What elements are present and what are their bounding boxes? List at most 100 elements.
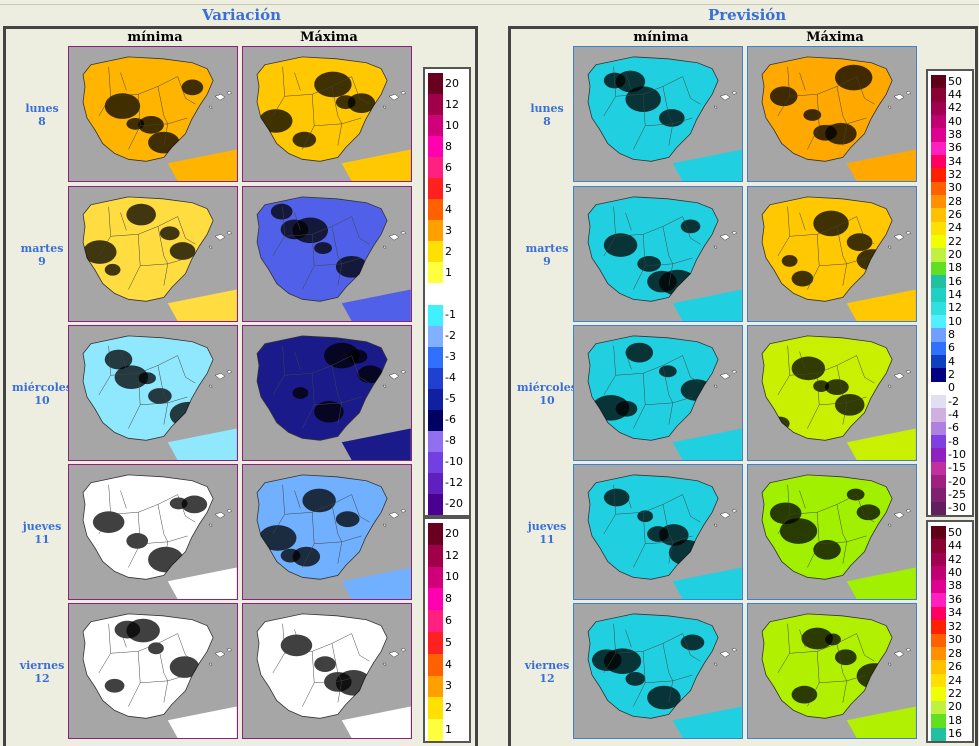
legend-label: 38 [948,127,962,141]
legend-entry: -3 [425,346,479,368]
legend-label: 22 [948,234,962,248]
legend-swatch [931,141,946,155]
legend-label: 4 [445,657,452,671]
legend-label: 14 [948,287,962,301]
prevision-map-maxima [747,46,917,182]
legend-label: 38 [948,579,962,593]
variacion-day-label: lunes 8 [9,102,75,128]
legend-swatch [428,566,443,589]
legend-label: -12 [445,476,463,490]
legend-swatch [931,566,946,580]
legend-swatch [931,261,946,275]
legend-swatch [428,94,443,116]
legend-swatch [931,501,946,515]
legend-entry: 34 [928,606,979,621]
legend-entry: 14 [928,287,979,302]
variacion-day-label: martes 9 [9,242,75,268]
legend-label: 20 [948,700,962,714]
day-number: 11 [34,533,50,546]
legend-entry: 44 [928,88,979,102]
legend-label: 6 [445,614,452,628]
variacion-map-maxima [242,603,412,739]
variacion-map-maxima [242,186,412,322]
legend-swatch [931,341,946,355]
legend-entry: 20 [425,523,479,545]
legend-entry: 18 [928,261,979,275]
legend-swatch [931,593,946,607]
legend-swatch [428,409,443,431]
legend-label: 10 [948,314,962,328]
legend-entry: 10 [928,314,979,329]
day-name: lunes [530,102,564,115]
legend-swatch [931,381,946,395]
prevision-title: Previsión [708,6,787,24]
legend-swatch [931,301,946,315]
legend-swatch [931,395,946,409]
legend-swatch [428,136,443,158]
legend-label: -3 [445,350,456,364]
legend-swatch [931,448,946,462]
legend-label: 28 [948,646,962,660]
legend-entry: -2 [928,395,979,409]
variacion-day-label: viernes 12 [9,659,75,685]
variacion-map-minima [68,325,238,461]
legend-entry: 2 [928,367,979,382]
legend-entry: -1 [425,304,479,326]
legend-label: -8 [948,434,959,448]
legend-entry: 50 [928,75,979,89]
legend-swatch [931,475,946,489]
legend-entry: 28 [928,195,979,209]
legend-entry: 30 [928,181,979,195]
legend-label: 30 [948,633,962,647]
legend-swatch [931,700,946,715]
legend-entry: 12 [928,301,979,315]
legend-label: -30 [948,501,966,515]
legend-swatch [428,115,443,137]
legend-label: 40 [948,114,962,128]
legend-entry: 28 [928,646,979,661]
legend-entry: 4 [425,199,479,221]
legend-swatch [931,539,946,553]
legend-swatch [931,181,946,195]
legend-entry: 6 [425,157,479,179]
day-name: lunes [25,102,59,115]
legend-swatch [931,579,946,594]
legend-swatch [428,220,443,242]
legend-entry: 42 [928,552,979,567]
prevision-day-label: jueves 11 [514,520,580,546]
legend-label: 16 [948,727,962,741]
legend-swatch [428,199,443,221]
legend-swatch [931,660,946,674]
day-number: 9 [543,255,551,268]
variacion-col-maxima: Máxima [300,30,358,45]
variacion-day-label: jueves 11 [9,520,75,546]
legend-label: 44 [948,539,962,553]
legend-entry: 4 [928,355,979,369]
legend-entry: 3 [425,220,479,242]
day-name: viernes [524,659,570,672]
legend-label: 36 [948,141,962,155]
legend-entry: 6 [928,341,979,355]
legend-label: 34 [948,606,962,620]
legend-swatch [931,328,946,342]
legend-entry: 0 [928,381,979,395]
legend-swatch [428,346,443,368]
legend-label: 2 [948,367,955,381]
legend-label: 50 [948,525,962,539]
legend-entry: 22 [928,687,979,701]
variacion-map-minima [68,603,238,739]
legend-label: 8 [948,327,955,341]
legend-swatch [931,355,946,369]
prevision-day-label: miércoles 10 [514,381,580,407]
legend-swatch [428,73,443,95]
prevision-col-minima: mínima [633,30,689,45]
top-divider [0,0,979,5]
day-number: 8 [38,115,46,128]
legend-swatch [428,675,443,698]
variacion-title: Variación [202,6,282,24]
prevision-map-minima [573,464,743,600]
legend-swatch [428,697,443,720]
legend-label: 20 [948,247,962,261]
legend-swatch [428,367,443,389]
legend-label: 1 [445,265,452,279]
